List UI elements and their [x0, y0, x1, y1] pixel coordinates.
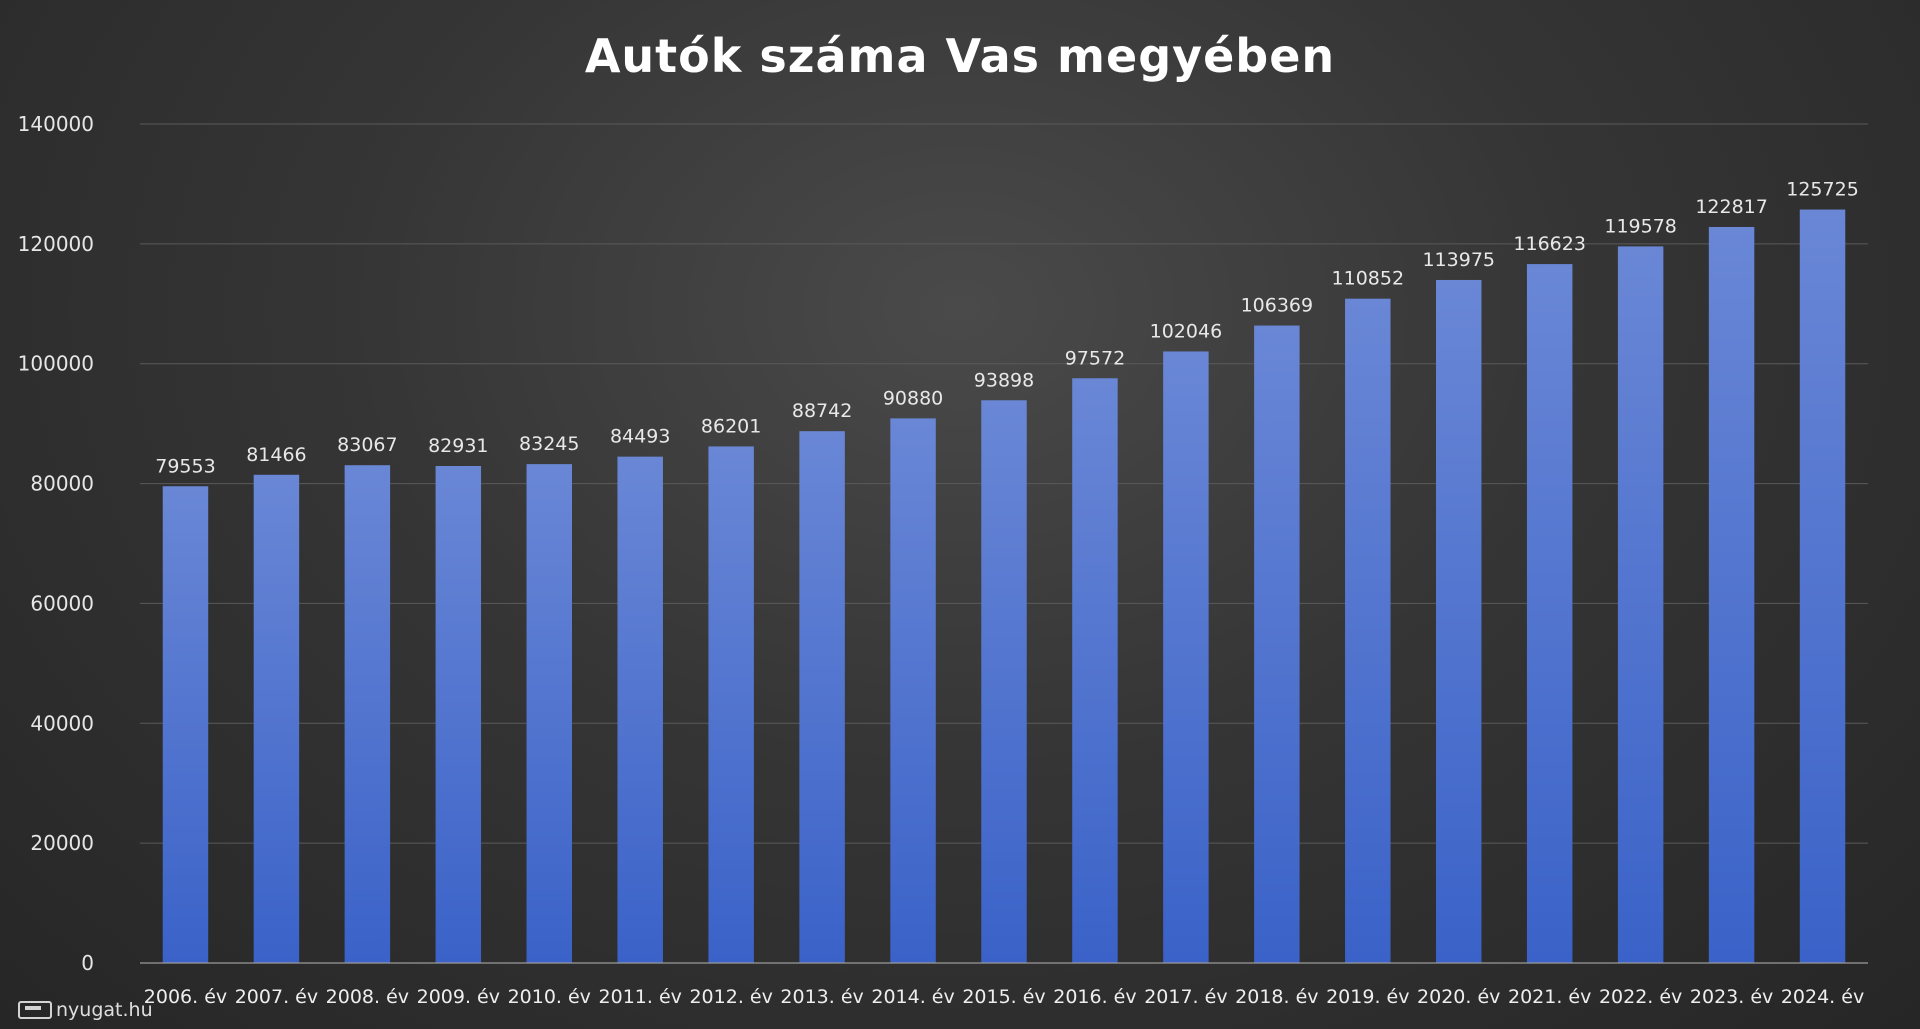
bar: [1799, 209, 1846, 963]
data-label: 93898: [974, 369, 1034, 391]
y-tick-label: 20000: [30, 831, 94, 855]
x-axis-category-labels: 2006. év 2007. év 2008. év 2009. év 2010. év…: [144, 986, 1864, 1008]
x-category-label: 2020. év: [1417, 986, 1500, 1008]
x-category-label: 2011. év: [599, 986, 682, 1008]
camera-icon: [18, 1001, 52, 1019]
bar: [1072, 378, 1118, 963]
bar: [1163, 351, 1209, 964]
bar: [1708, 226, 1755, 963]
y-tick-label: 100000: [18, 352, 94, 376]
x-category-label: 2014. év: [871, 986, 954, 1008]
x-category-label: 2021. év: [1508, 986, 1591, 1008]
x-category-label: 2019. év: [1326, 986, 1409, 1008]
bar: [1345, 298, 1391, 963]
bar: [253, 474, 300, 963]
bar: [617, 456, 663, 963]
data-label: 90880: [883, 387, 943, 409]
bar: [1254, 325, 1300, 963]
x-category-label: 2015. év: [962, 986, 1045, 1008]
x-category-label: 2018. év: [1235, 986, 1318, 1008]
y-tick-label: 120000: [18, 232, 94, 256]
y-tick-label: 40000: [30, 711, 94, 735]
data-label: 88742: [792, 400, 852, 422]
data-label: 83067: [337, 434, 397, 456]
y-tick-label: 0: [81, 951, 94, 975]
x-category-label: 2022. év: [1599, 986, 1682, 1008]
bar: [1617, 246, 1664, 964]
data-label: 83245: [519, 433, 579, 455]
x-category-label: 2012. év: [689, 986, 772, 1008]
x-category-label: 2017. év: [1144, 986, 1227, 1008]
data-label: 81466: [246, 444, 306, 466]
watermark: nyugat.hu: [18, 999, 153, 1021]
x-category-label: 2008. év: [326, 986, 409, 1008]
x-category-label: 2016. év: [1053, 986, 1136, 1008]
y-tick-label: 60000: [30, 591, 94, 615]
bars: [162, 209, 1846, 964]
bar: [1436, 279, 1482, 963]
bar: [526, 464, 572, 963]
y-axis-tick-labels: 0 20000 40000 60000 80000 100000 120000 140000: [18, 112, 94, 975]
bar: [435, 466, 482, 963]
data-label: 86201: [701, 415, 761, 437]
data-label: 79553: [155, 455, 215, 477]
data-label: 84493: [610, 426, 670, 448]
data-label: 116623: [1513, 233, 1586, 255]
bar: [162, 486, 209, 963]
x-category-label: 2010. év: [508, 986, 591, 1008]
bar: [344, 465, 391, 963]
data-label: 102046: [1150, 320, 1223, 342]
bar: [890, 418, 936, 963]
bar: [708, 446, 754, 963]
data-label: 119578: [1604, 215, 1677, 237]
y-tick-label: 80000: [30, 472, 94, 496]
data-labels: 79553 81466 83067 82931 83245 84493 86201 88742…: [155, 179, 1859, 478]
data-label: 125725: [1786, 179, 1859, 201]
x-category-label: 2023. év: [1690, 986, 1773, 1008]
x-category-label: 2013. év: [780, 986, 863, 1008]
x-category-label: 2007. év: [235, 986, 318, 1008]
data-label: 110852: [1332, 268, 1405, 290]
data-label: 113975: [1422, 249, 1495, 271]
bar: [799, 431, 845, 963]
data-label: 122817: [1695, 196, 1768, 218]
data-label: 97572: [1065, 347, 1125, 369]
bar: [1526, 264, 1573, 963]
bar: [981, 400, 1027, 963]
chart-title: Autók száma Vas megyében: [585, 29, 1335, 83]
x-category-label: 2009. év: [417, 986, 500, 1008]
y-tick-label: 140000: [18, 112, 94, 136]
data-label: 82931: [428, 435, 488, 457]
data-label: 106369: [1241, 295, 1314, 317]
x-category-label: 2024. év: [1781, 986, 1864, 1008]
watermark-text: nyugat.hu: [56, 999, 153, 1021]
x-category-label: 2006. év: [144, 986, 227, 1008]
